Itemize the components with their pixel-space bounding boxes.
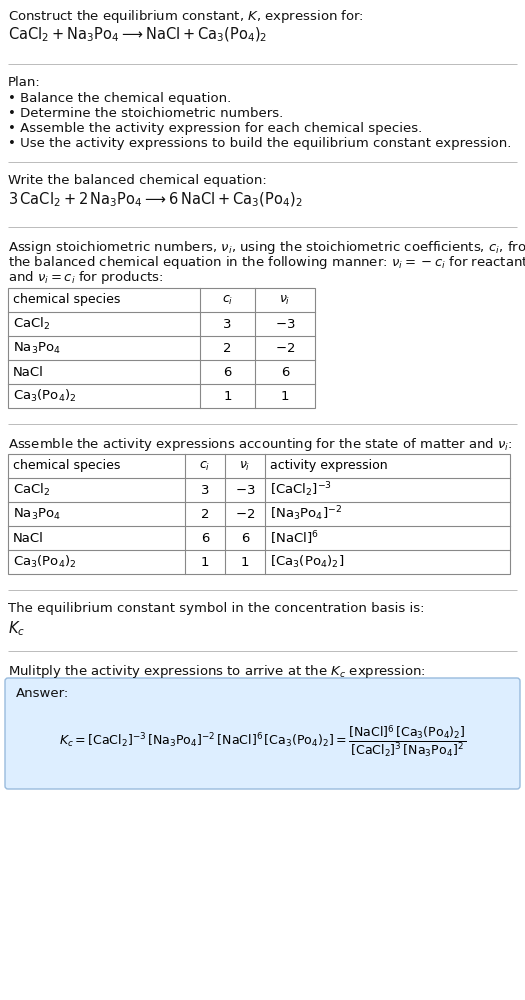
Text: Assign stoichiometric numbers, $\nu_i$, using the stoichiometric coefficients, $: Assign stoichiometric numbers, $\nu_i$, … <box>8 239 525 256</box>
Text: • Determine the stoichiometric numbers.: • Determine the stoichiometric numbers. <box>8 107 284 120</box>
Text: $K_c$: $K_c$ <box>8 619 25 638</box>
Text: activity expression: activity expression <box>270 460 387 473</box>
Bar <box>8 454 510 574</box>
Text: 6: 6 <box>223 365 232 378</box>
Text: 3: 3 <box>223 318 232 330</box>
Text: and $\nu_i = c_i$ for products:: and $\nu_i = c_i$ for products: <box>8 269 164 286</box>
Text: $\mathrm{CaCl_2}$: $\mathrm{CaCl_2}$ <box>13 482 50 498</box>
Text: Construct the equilibrium constant, $K$, expression for:: Construct the equilibrium constant, $K$,… <box>8 8 364 25</box>
Text: • Assemble the activity expression for each chemical species.: • Assemble the activity expression for e… <box>8 122 422 135</box>
Text: Write the balanced chemical equation:: Write the balanced chemical equation: <box>8 174 267 187</box>
Text: 6: 6 <box>281 365 289 378</box>
Text: $-2$: $-2$ <box>275 342 295 355</box>
Text: NaCl: NaCl <box>13 365 44 378</box>
Text: $K_c = [\mathrm{CaCl_2}]^{-3}\,[\mathrm{Na_3Po_4}]^{-2}\,[\mathrm{NaCl}]^{6}\,[\: $K_c = [\mathrm{CaCl_2}]^{-3}\,[\mathrm{… <box>59 724 466 759</box>
Text: Mulitply the activity expressions to arrive at the $K_c$ expression:: Mulitply the activity expressions to arr… <box>8 663 426 680</box>
Text: 1: 1 <box>241 556 249 568</box>
Text: $-2$: $-2$ <box>235 508 255 520</box>
Text: $-3$: $-3$ <box>235 484 255 496</box>
Text: $\mathrm{Ca_3(Po_4)_2}$: $\mathrm{Ca_3(Po_4)_2}$ <box>13 554 77 570</box>
Text: 1: 1 <box>281 389 289 402</box>
Text: • Use the activity expressions to build the equilibrium constant expression.: • Use the activity expressions to build … <box>8 137 511 150</box>
Text: $c_i$: $c_i$ <box>222 293 233 307</box>
Text: 1: 1 <box>201 556 209 568</box>
Text: $\nu_i$: $\nu_i$ <box>279 293 291 307</box>
Bar <box>8 288 315 408</box>
Text: Answer:: Answer: <box>16 687 69 700</box>
Text: $3\,\mathrm{CaCl_2} + 2\,\mathrm{Na_3Po_4} \longrightarrow 6\,\mathrm{NaCl} + \m: $3\,\mathrm{CaCl_2} + 2\,\mathrm{Na_3Po_… <box>8 191 302 209</box>
Text: Plan:: Plan: <box>8 76 41 89</box>
FancyBboxPatch shape <box>5 678 520 789</box>
Text: $\mathrm{Na_3Po_4}$: $\mathrm{Na_3Po_4}$ <box>13 340 61 356</box>
Text: $\mathrm{Na_3Po_4}$: $\mathrm{Na_3Po_4}$ <box>13 506 61 522</box>
Text: chemical species: chemical species <box>13 460 120 473</box>
Text: 6: 6 <box>201 532 209 544</box>
Text: the balanced chemical equation in the following manner: $\nu_i = -c_i$ for react: the balanced chemical equation in the fo… <box>8 254 525 271</box>
Text: $[\mathrm{Na_3Po_4}]^{-2}$: $[\mathrm{Na_3Po_4}]^{-2}$ <box>270 505 342 523</box>
Text: The equilibrium constant symbol in the concentration basis is:: The equilibrium constant symbol in the c… <box>8 602 425 615</box>
Text: • Balance the chemical equation.: • Balance the chemical equation. <box>8 92 231 105</box>
Text: 1: 1 <box>223 389 232 402</box>
Text: $\mathrm{Ca_3(Po_4)_2}$: $\mathrm{Ca_3(Po_4)_2}$ <box>13 388 77 404</box>
Text: $-3$: $-3$ <box>275 318 295 330</box>
Text: $\nu_i$: $\nu_i$ <box>239 459 250 473</box>
Text: Assemble the activity expressions accounting for the state of matter and $\nu_i$: Assemble the activity expressions accoun… <box>8 436 513 453</box>
Text: 3: 3 <box>201 484 209 496</box>
Text: NaCl: NaCl <box>13 532 44 544</box>
Text: chemical species: chemical species <box>13 294 120 306</box>
Text: 2: 2 <box>223 342 232 355</box>
Text: $[\mathrm{CaCl_2}]^{-3}$: $[\mathrm{CaCl_2}]^{-3}$ <box>270 481 332 499</box>
Text: $[\mathrm{NaCl}]^{6}$: $[\mathrm{NaCl}]^{6}$ <box>270 529 319 547</box>
Text: $\mathrm{CaCl_2 + Na_3Po_4 \longrightarrow NaCl + Ca_3(Po_4)_2}$: $\mathrm{CaCl_2 + Na_3Po_4 \longrightarr… <box>8 26 267 44</box>
Text: 2: 2 <box>201 508 209 520</box>
Text: $\mathrm{CaCl_2}$: $\mathrm{CaCl_2}$ <box>13 316 50 332</box>
Text: $c_i$: $c_i$ <box>200 459 211 473</box>
Text: $[\mathrm{Ca_3(Po_4)_2}]$: $[\mathrm{Ca_3(Po_4)_2}]$ <box>270 554 344 570</box>
Text: 6: 6 <box>241 532 249 544</box>
